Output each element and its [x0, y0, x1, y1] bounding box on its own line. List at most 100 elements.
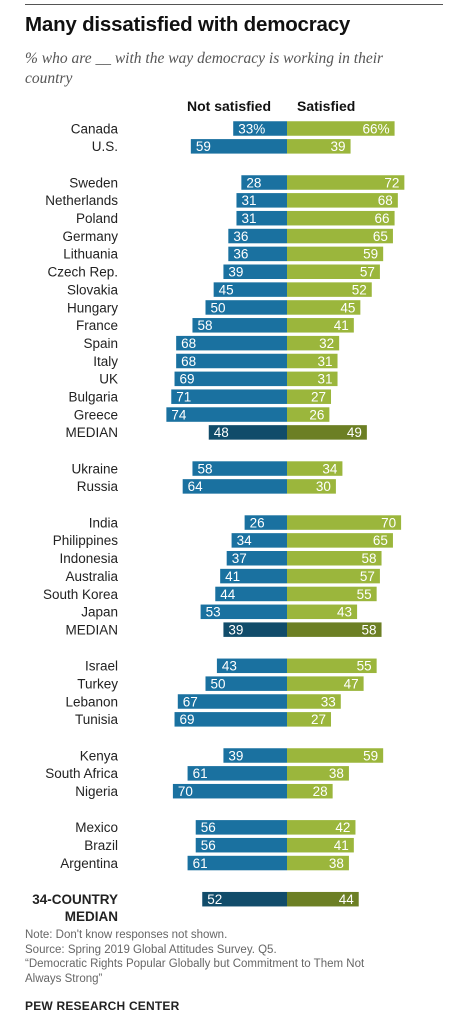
bar-not-satisfied [236, 210, 287, 226]
row-label: Lebanon [65, 694, 118, 709]
bar-satisfied [287, 586, 377, 602]
bar-satisfied [287, 210, 395, 226]
bar-satisfied [287, 335, 340, 351]
bar-not-satisfied [176, 353, 287, 369]
bar-satisfied [287, 479, 336, 494]
bar-satisfied [287, 783, 333, 799]
bar-not-satisfied [223, 748, 287, 763]
bar-not-satisfied [187, 766, 287, 781]
value-satisfied: 58 [362, 551, 377, 566]
bar-satisfied [287, 855, 349, 871]
bar-satisfied [287, 658, 377, 674]
value-not-satisfied: 56 [201, 820, 216, 835]
value-satisfied: 26 [309, 407, 324, 422]
bar-not-satisfied [231, 533, 287, 548]
row-label: Nigeria [75, 784, 118, 799]
value-satisfied: 27 [311, 712, 326, 727]
bar-satisfied [287, 228, 393, 244]
value-satisfied: 34 [322, 461, 338, 476]
bar-satisfied [287, 568, 380, 584]
bar-satisfied [287, 246, 384, 262]
bar-satisfied [287, 837, 354, 853]
row-label: Indonesia [59, 551, 118, 566]
bar-not-satisfied [200, 604, 287, 620]
bar-satisfied [287, 748, 384, 763]
value-satisfied: 47 [344, 676, 359, 691]
bar-satisfied [287, 139, 351, 154]
bar-not-satisfied [195, 820, 287, 835]
bar-satisfied [287, 121, 395, 136]
value-not-satisfied: 64 [188, 479, 204, 494]
row-label: India [89, 515, 119, 530]
bar-not-satisfied [177, 694, 287, 709]
bar-not-satisfied [174, 371, 287, 387]
value-not-satisfied: 69 [180, 712, 195, 727]
value-not-satisfied: 59 [196, 139, 211, 154]
value-satisfied: 59 [363, 748, 378, 763]
bar-satisfied [287, 300, 361, 315]
row-label: 34-COUNTRY [32, 892, 118, 907]
bar-satisfied [287, 264, 380, 279]
value-not-satisfied: 69 [180, 372, 195, 387]
report-title-line: “Democratic Rights Popular Globally but … [25, 958, 365, 970]
bar-satisfied [287, 425, 367, 440]
value-not-satisfied: 52 [207, 892, 222, 907]
value-satisfied: 33 [321, 694, 336, 709]
diverging-bar-chart: Canada 33% 66% U.S. 59 39 Sweden 28 72 Netherland… [32, 121, 405, 924]
row-label: Bulgaria [68, 390, 118, 405]
bar-satisfied [287, 175, 405, 190]
chart-title: Many dissatisfied with democracy [25, 13, 351, 36]
header-satisfied: Satisfied [297, 98, 356, 114]
bar-not-satisfied [228, 246, 287, 262]
bar-not-satisfied [202, 891, 287, 907]
value-satisfied: 45 [340, 300, 355, 315]
value-not-satisfied: 36 [233, 247, 248, 262]
bar-satisfied [287, 712, 332, 727]
value-not-satisfied: 44 [220, 587, 236, 602]
value-satisfied: 65 [373, 533, 388, 548]
note-line: Note: Don't know responses not shown. [25, 929, 228, 941]
bar-not-satisfied [192, 318, 287, 333]
chart-subtitle: % who are __ with the way democracy is w… [25, 50, 384, 87]
value-not-satisfied: 26 [250, 515, 265, 530]
row-label: MEDIAN [65, 909, 118, 924]
bar-satisfied [287, 533, 393, 548]
bar-satisfied [287, 891, 359, 907]
bar-satisfied [287, 515, 402, 530]
row-label: Canada [71, 121, 119, 136]
value-not-satisfied: 58 [197, 318, 212, 333]
value-satisfied: 42 [335, 820, 350, 835]
value-satisfied: 70 [381, 515, 396, 530]
value-satisfied: 66% [363, 121, 390, 136]
bar-satisfied [287, 318, 354, 333]
value-not-satisfied: 28 [246, 175, 261, 190]
bar-not-satisfied [205, 676, 287, 691]
value-satisfied: 66 [375, 211, 390, 226]
bar-satisfied [287, 604, 358, 620]
row-label: South Africa [45, 766, 118, 781]
bar-not-satisfied [174, 712, 287, 727]
row-label: Sweden [69, 175, 118, 190]
row-label: Czech Rep. [47, 265, 118, 280]
value-not-satisfied: 58 [197, 461, 212, 476]
bar-not-satisfied [205, 300, 287, 315]
value-satisfied: 31 [317, 372, 332, 387]
source-line: Source: Spring 2019 Global Attitudes Sur… [25, 943, 277, 956]
bar-satisfied [287, 282, 372, 297]
bar-not-satisfied [176, 335, 287, 351]
value-satisfied: 27 [311, 390, 326, 405]
value-not-satisfied: 41 [225, 569, 240, 584]
value-not-satisfied: 71 [176, 390, 191, 405]
bar-not-satisfied [166, 407, 287, 422]
bar-satisfied [287, 820, 356, 835]
value-not-satisfied: 39 [228, 622, 243, 637]
value-not-satisfied: 33% [238, 121, 265, 136]
value-not-satisfied: 48 [214, 425, 229, 440]
row-label: Slovakia [67, 282, 119, 297]
bar-not-satisfied [172, 783, 287, 799]
value-satisfied: 32 [319, 336, 334, 351]
row-label: Japan [81, 605, 118, 620]
value-not-satisfied: 39 [228, 265, 243, 280]
value-satisfied: 31 [317, 354, 332, 369]
value-not-satisfied: 53 [206, 605, 221, 620]
